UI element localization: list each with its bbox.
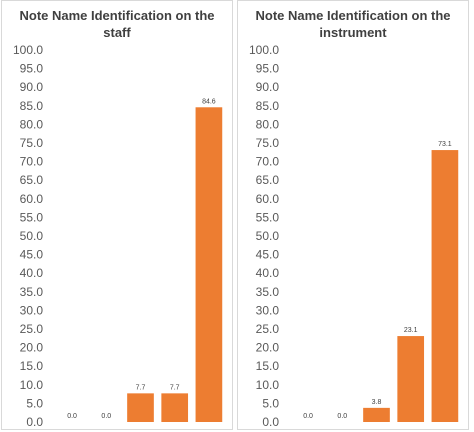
y-tick-label: 40.0 [20, 266, 44, 280]
bar [431, 150, 459, 422]
data-label: 0.0 [303, 413, 313, 420]
y-tick-label: 20.0 [20, 341, 44, 355]
y-tick-label: 95.0 [20, 62, 44, 76]
data-label: 7.7 [170, 384, 180, 391]
y-tick-label: 35.0 [256, 285, 280, 299]
y-tick-label: 55.0 [256, 210, 280, 224]
y-tick-label: 45.0 [256, 248, 280, 262]
y-tick-label: 10.0 [256, 378, 280, 392]
y-tick-label: 15.0 [256, 359, 280, 373]
chart-title-line-2: staff [103, 25, 131, 40]
y-tick-label: 80.0 [20, 117, 44, 131]
bar [363, 407, 390, 422]
data-label: 0.0 [337, 413, 347, 420]
data-label: 0.0 [101, 413, 111, 420]
y-tick-label: 20.0 [256, 341, 280, 355]
y-tick-label: 75.0 [20, 136, 44, 150]
y-tick-label: 40.0 [256, 266, 280, 280]
y-tick-label: 10.0 [20, 378, 44, 392]
y-tick-label: 65.0 [256, 173, 280, 187]
bar [127, 393, 154, 422]
y-tick-label: 70.0 [20, 155, 44, 169]
y-tick-label: 25.0 [256, 322, 280, 336]
y-tick-label: 95.0 [256, 62, 280, 76]
bar [195, 107, 223, 423]
y-tick-label: 100.0 [13, 43, 43, 57]
chart-title-line-2: instrument [319, 25, 387, 40]
data-label: 0.0 [67, 413, 77, 420]
y-tick-label: 55.0 [20, 210, 44, 224]
data-label: 84.6 [202, 98, 216, 105]
y-tick-label: 5.0 [26, 396, 43, 410]
bar-chart-staff: 0.0 5.0 10.0 15.0 20.0 25.0 30.0 35.0 40.0 45.0 50… [13, 43, 223, 429]
y-tick-label: 30.0 [20, 303, 44, 317]
y-tick-label: 60.0 [20, 192, 44, 206]
y-tick-label: 80.0 [256, 117, 280, 131]
data-label: 3.8 [372, 399, 382, 406]
data-label: 7.7 [136, 384, 146, 391]
y-tick-label: 30.0 [256, 303, 280, 317]
y-tick-label: 50.0 [256, 229, 280, 243]
y-tick-label: 15.0 [20, 359, 44, 373]
y-tick-label: 0.0 [262, 415, 279, 429]
y-tick-label: 85.0 [20, 99, 44, 113]
y-tick-label: 100.0 [249, 43, 279, 57]
data-label: 73.1 [438, 141, 452, 148]
y-tick-label: 45.0 [20, 248, 44, 262]
y-tick-label: 35.0 [20, 285, 44, 299]
bar [161, 393, 189, 422]
chart-title-instrument: Note Name Identification on the instrume… [238, 7, 468, 41]
chart-panel-staff: Note Name Identification on the staff 0.… [1, 0, 233, 430]
y-tick-label: 90.0 [256, 80, 280, 94]
chart-title-line-1: Note Name Identification on the [255, 8, 451, 23]
y-tick-label: 50.0 [20, 229, 44, 243]
y-tick-label: 85.0 [256, 99, 280, 113]
y-tick-label: 90.0 [20, 80, 44, 94]
y-tick-label: 5.0 [262, 396, 279, 410]
chart-title-line-1: Note Name Identification on the [19, 8, 215, 23]
chart-title-staff: Note Name Identification on the staff [2, 7, 232, 41]
data-label: 23.1 [404, 327, 418, 334]
y-tick-label: 0.0 [26, 415, 43, 429]
y-tick-label: 65.0 [20, 173, 44, 187]
chart-panel-instrument: Note Name Identification on the instrume… [237, 0, 469, 430]
y-tick-label: 60.0 [256, 192, 280, 206]
y-tick-label: 70.0 [256, 155, 280, 169]
y-tick-label: 75.0 [256, 136, 280, 150]
bar-chart-instrument: 0.0 5.0 10.0 15.0 20.0 25.0 30.0 35.0 40.0 45.0 50… [249, 43, 459, 429]
y-tick-label: 25.0 [20, 322, 44, 336]
bar [397, 336, 425, 422]
